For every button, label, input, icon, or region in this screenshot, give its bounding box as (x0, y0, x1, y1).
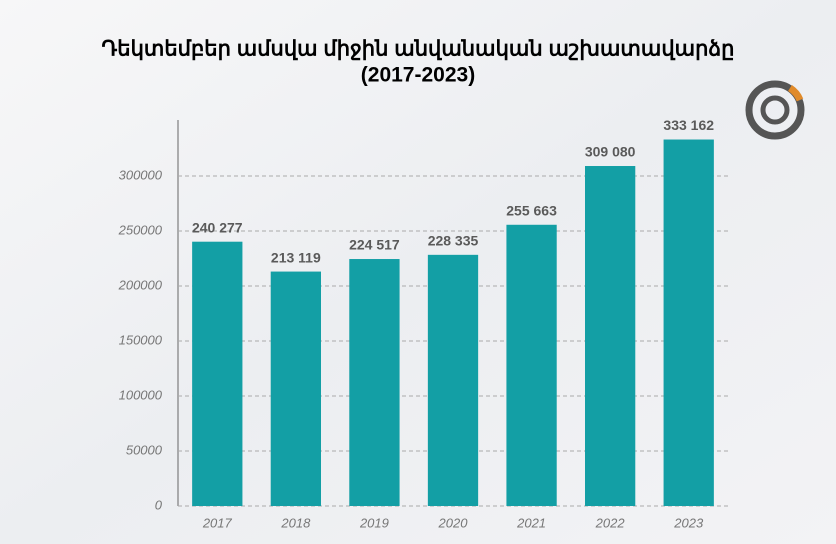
bar (192, 241, 243, 506)
chart-title: Դեկտեմբեր ամսվա միջին անվանական աշխատավա… (101, 38, 734, 61)
data-label: 333 162 (663, 117, 714, 133)
x-tick-label: 2019 (359, 515, 389, 530)
y-tick-label: 150000 (119, 332, 163, 347)
y-tick-label: 250000 (118, 222, 163, 237)
bar (427, 254, 479, 506)
y-tick-label: 0 (155, 497, 163, 512)
x-tick-label: 2021 (516, 515, 546, 530)
y-tick-label: 200000 (118, 277, 163, 292)
chart-subtitle: (2017-2023) (361, 64, 475, 87)
data-label: 224 517 (349, 237, 400, 253)
x-tick-label: 2017 (202, 515, 233, 530)
x-tick-label: 2023 (673, 515, 704, 530)
x-tick-label: 2018 (280, 515, 311, 530)
bar (506, 224, 557, 507)
data-label: 309 080 (585, 144, 636, 160)
bar (270, 271, 321, 506)
y-tick-label: 300000 (119, 167, 163, 182)
x-tick-label: 2020 (438, 515, 469, 530)
logo (745, 80, 805, 140)
data-label: 228 335 (428, 233, 479, 249)
data-label: 255 663 (506, 202, 557, 218)
y-tick-label: 50000 (126, 442, 163, 457)
y-tick-label: 100000 (119, 387, 163, 402)
bar (585, 166, 636, 506)
data-label: 213 119 (271, 249, 321, 265)
bar (663, 139, 714, 507)
bar (349, 259, 400, 506)
x-tick-label: 2022 (595, 515, 626, 530)
data-label: 240 277 (192, 219, 243, 235)
